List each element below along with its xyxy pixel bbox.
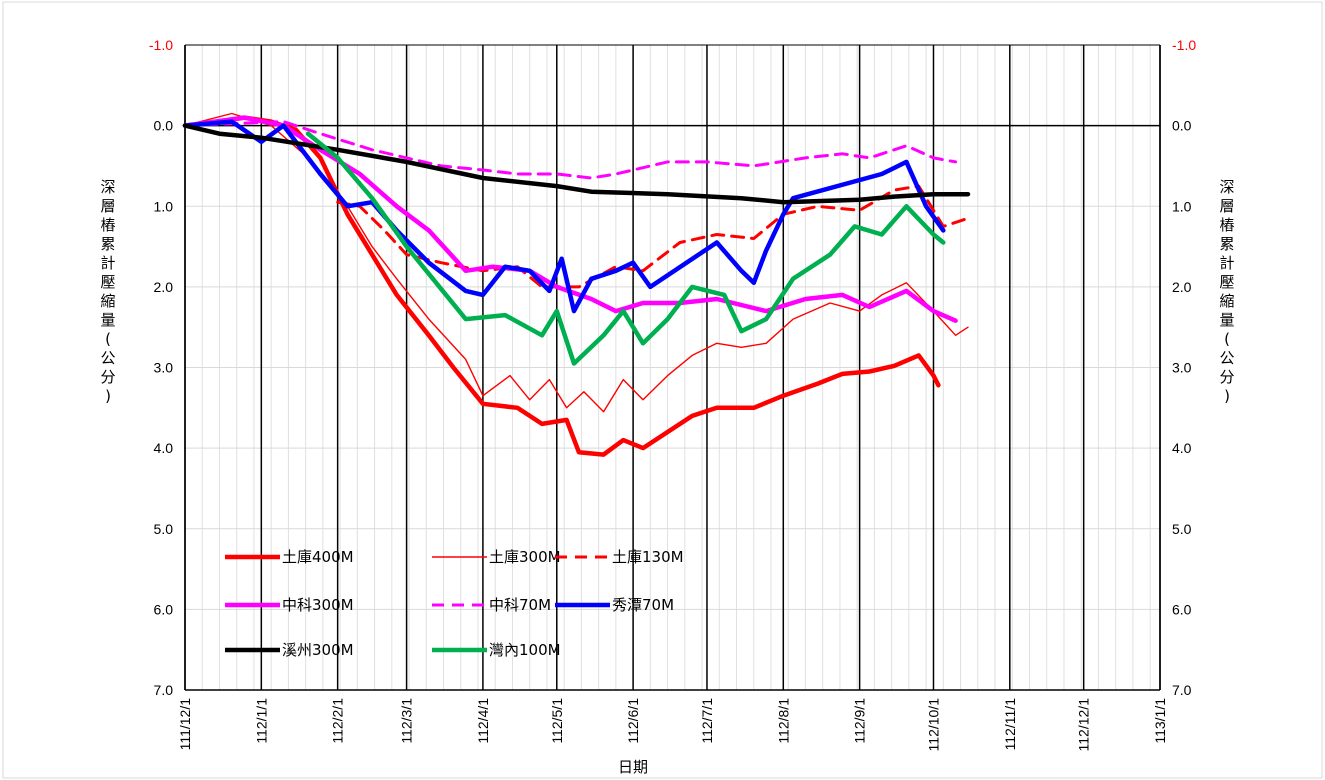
x-tick-label: 111/12/1 — [177, 698, 193, 751]
x-tick-label: 112/8/1 — [775, 698, 791, 744]
y-tick-label-right: 3.0 — [1172, 360, 1192, 376]
legend-label-0: 土庫400M — [282, 548, 354, 566]
y-label-char: 樁 — [1219, 216, 1234, 234]
y-label-char: 層 — [100, 197, 115, 215]
y-tick-label-right: 7.0 — [1172, 682, 1192, 698]
y-label-char: 公 — [1219, 349, 1234, 367]
y-ticks-left: -1.0 0.0 1.0 2.0 3.0 4.0 5.0 6.0 7.0 — [149, 37, 173, 698]
y-tick-label-right: 4.0 — [1172, 440, 1192, 456]
y-label-char: 樁 — [100, 216, 115, 234]
y-label-char: ) — [1224, 387, 1230, 405]
y-tick-label-left: 0.0 — [154, 118, 174, 134]
x-tick-label: 112/11/1 — [1002, 698, 1018, 751]
x-tick-label: 112/3/1 — [399, 698, 415, 744]
series-line-7 — [305, 131, 946, 366]
x-tick-label: 112/10/1 — [925, 698, 941, 752]
y-tick-label-left: 2.0 — [154, 279, 174, 295]
y-axis-label-left: 深層樁累計壓縮量(公分) — [100, 178, 115, 405]
y-label-char: 量 — [1219, 311, 1234, 329]
y-tick-label-right: 2.0 — [1172, 279, 1192, 295]
y-tick-label-left: 6.0 — [154, 601, 174, 617]
x-tick-label: 112/6/1 — [625, 698, 641, 744]
series-line-5 — [182, 119, 946, 314]
y-label-char: ) — [105, 387, 111, 405]
grid — [184, 44, 1161, 691]
legend: 土庫400M 土庫300M 土庫130M 中科300M 中科70M 秀潭70M 溪州300M… — [225, 548, 684, 659]
y-label-char: 縮 — [100, 292, 115, 310]
y-ticks-right: -1.0 0.0 1.0 2.0 3.0 4.0 5.0 6.0 7.0 — [1172, 37, 1196, 698]
y-tick-label-left: 5.0 — [154, 521, 174, 537]
y-label-char: 累 — [1219, 235, 1234, 253]
series-line-1 — [184, 112, 969, 413]
y-label-char: 公 — [100, 349, 115, 367]
y-label-char: 計 — [1219, 254, 1234, 272]
y-tick-label-left: 7.0 — [154, 682, 174, 698]
x-tick-label: 112/7/1 — [699, 698, 715, 744]
y-label-char: 深 — [1219, 178, 1234, 196]
legend-label-4: 中科70M — [489, 596, 551, 614]
legend-label-5: 秀潭70M — [612, 596, 674, 614]
y-tick-label-right: 5.0 — [1172, 521, 1192, 537]
y-label-char: 分 — [1219, 368, 1234, 386]
y-tick-label-left: 1.0 — [154, 198, 174, 214]
series-line-0 — [182, 115, 941, 457]
y-label-char: ( — [1224, 330, 1230, 348]
x-tick-label: 113/1/1 — [1152, 698, 1168, 744]
legend-label-3: 中科300M — [282, 596, 354, 614]
y-label-char: 壓 — [1219, 273, 1234, 291]
y-tick-label-left: 3.0 — [154, 360, 174, 376]
axes — [184, 44, 1161, 691]
y-label-char: 壓 — [100, 273, 115, 291]
y-label-char: 縮 — [1219, 292, 1234, 310]
series-lines — [182, 112, 971, 457]
x-tick-label: 112/2/1 — [330, 698, 346, 744]
y-label-char: ( — [105, 330, 111, 348]
legend-label-2: 土庫130M — [612, 548, 684, 566]
y-label-char: 累 — [100, 235, 115, 253]
legend-label-6: 溪州300M — [282, 641, 354, 659]
y-tick-label-left: -1.0 — [149, 37, 173, 53]
x-tick-label: 112/5/1 — [549, 698, 565, 744]
y-tick-label-right: -1.0 — [1172, 37, 1196, 53]
x-tick-label: 112/12/1 — [1076, 698, 1092, 752]
y-tick-label-right: 1.0 — [1172, 198, 1192, 214]
y-label-char: 計 — [100, 254, 115, 272]
y-tick-label-right: 0.0 — [1172, 118, 1192, 134]
x-ticks: 111/12/1 112/1/1 112/2/1 112/3/1 112/4/1 112/… — [177, 698, 1168, 752]
y-label-char: 分 — [100, 368, 115, 386]
x-axis-label: 日期 — [618, 758, 648, 776]
y-tick-label-left: 4.0 — [154, 440, 174, 456]
x-tick-label: 112/4/1 — [475, 698, 491, 744]
x-tick-label: 112/9/1 — [852, 698, 868, 744]
y-tick-label-right: 6.0 — [1172, 601, 1192, 617]
y-label-char: 量 — [100, 311, 115, 329]
legend-label-7: 灣內100M — [489, 641, 561, 659]
legend-label-1: 土庫300M — [489, 548, 561, 566]
y-axis-label-right: 深層樁累計壓縮量(公分) — [1219, 178, 1234, 405]
series-line-6 — [182, 123, 971, 205]
y-label-char: 深 — [100, 178, 115, 196]
y-label-char: 層 — [1219, 197, 1234, 215]
x-tick-label: 112/1/1 — [253, 698, 269, 744]
series-line-4 — [183, 120, 958, 180]
